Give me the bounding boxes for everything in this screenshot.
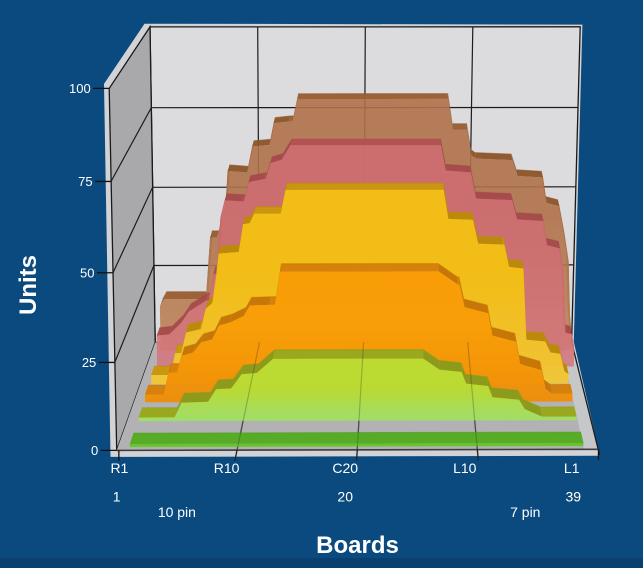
svg-text:C20: C20 bbox=[332, 460, 358, 476]
svg-text:10 pin: 10 pin bbox=[158, 504, 196, 520]
svg-text:L1: L1 bbox=[564, 460, 580, 476]
svg-text:50: 50 bbox=[80, 265, 94, 280]
svg-text:39: 39 bbox=[566, 489, 582, 505]
svg-text:7 pin: 7 pin bbox=[510, 504, 540, 520]
svg-text:25: 25 bbox=[82, 355, 96, 370]
svg-text:R10: R10 bbox=[214, 460, 240, 476]
svg-text:1: 1 bbox=[113, 489, 121, 505]
svg-text:100: 100 bbox=[69, 81, 91, 96]
svg-text:0: 0 bbox=[91, 443, 98, 458]
svg-text:20: 20 bbox=[337, 489, 353, 505]
svg-text:Boards: Boards bbox=[316, 532, 399, 559]
svg-text:75: 75 bbox=[78, 174, 92, 189]
svg-text:L10: L10 bbox=[453, 460, 477, 476]
svg-text:Units: Units bbox=[15, 255, 42, 315]
svg-text:R1: R1 bbox=[110, 460, 128, 476]
